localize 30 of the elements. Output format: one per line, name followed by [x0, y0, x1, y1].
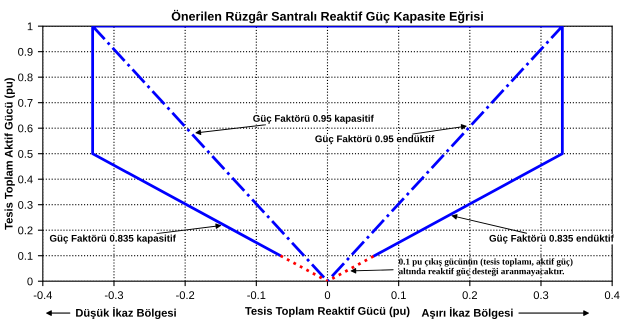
- x-tick-label: 0: [324, 291, 330, 300]
- annotation: 0.1 pu çıkış gücünün (tesis toplamı, aktif güç) altında reaktif güç desteği aranmayacaktır.: [398, 258, 573, 276]
- text: Aşırı İkaz Bölgesi: [422, 307, 513, 320]
- y-axis-title: Tesis Toplam Aktif Gücü (pu): [4, 78, 15, 230]
- y-tick-label: 0.7: [18, 98, 33, 107]
- annotation: Güç Faktörü 0.835 endüktif: [489, 234, 614, 244]
- x-tick-label: -0.4: [34, 291, 52, 300]
- y-tick-label: 0.4: [18, 175, 33, 184]
- x-tick-label: -0.3: [104, 291, 124, 300]
- x-tick-label: 0.1: [391, 291, 406, 300]
- y-tick-label: 0.2: [18, 226, 33, 234]
- y-tick-label: 0.8: [18, 73, 33, 82]
- x-tick-label: 0.4: [604, 291, 620, 300]
- annotation: Güç Faktörü 0.95 kapasitif: [253, 114, 374, 124]
- x-tick-label: -0.1: [247, 291, 266, 300]
- y-tick-label: 0.5: [18, 150, 33, 158]
- y-tick-label: 0.3: [18, 200, 33, 209]
- y-tick-label: 1: [28, 22, 33, 30]
- chart-title: Önerilen Rüzgâr Santralı Reaktif Güç Kapasite Eğrisi: [172, 10, 483, 24]
- text: Düşük İkaz Bölgesi: [76, 307, 176, 320]
- y-tick-label: 0.6: [18, 124, 33, 132]
- y-tick-label: 0: [27, 277, 33, 286]
- annotation: Güç Faktörü 0.835 kapasitif: [50, 234, 176, 244]
- x-tick-label: 0.2: [462, 291, 477, 300]
- x-axis-title: Tesis Toplam Reaktif Gücü (pu): [245, 306, 410, 318]
- y-tick-label: 0.9: [18, 48, 33, 56]
- x-tick-label: -0.2: [176, 291, 194, 300]
- annotation: Güç Faktörü 0.95 endüktif: [315, 135, 434, 144]
- y-tick-label: 0.1: [18, 252, 33, 260]
- x-tick-label: 0.3: [534, 291, 548, 300]
